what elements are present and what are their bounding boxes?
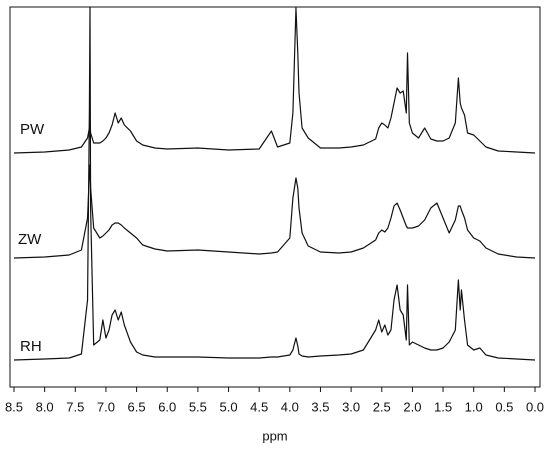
x-tick-label: 2.5 [373,399,391,414]
x-tick-label: 5.5 [189,399,207,414]
series-label: RH [20,338,42,355]
traces [13,7,536,361]
x-tick-label: 0.5 [495,399,513,414]
spectrum-line [13,7,536,361]
spectrum-line [13,7,536,154]
x-tick-label: 7.0 [97,399,115,414]
x-tick-label: 7.5 [66,399,84,414]
x-tick-label: 6.5 [128,399,146,414]
series-label: ZW [18,231,42,248]
plot-frame [9,6,541,388]
x-tick-label: 8.0 [36,399,54,414]
x-tick-label: 6.0 [158,399,176,414]
x-tick-label: 4.5 [250,399,268,414]
x-tick-label: 5.0 [219,399,237,414]
series-label: PW [20,121,45,138]
x-tick-label: 1.0 [465,399,483,414]
x-tick-label: 1.5 [434,399,452,414]
x-tick-label: 4.0 [281,399,299,414]
x-tick-label: 2.0 [403,399,421,414]
x-tick-label: 3.0 [342,399,360,414]
x-tick-label: 0.0 [526,399,544,414]
x-axis-label: ppm [262,428,287,443]
spectrum-line [13,164,536,259]
x-tick-label: 3.5 [311,399,329,414]
x-tick-label: 8.5 [5,399,23,414]
